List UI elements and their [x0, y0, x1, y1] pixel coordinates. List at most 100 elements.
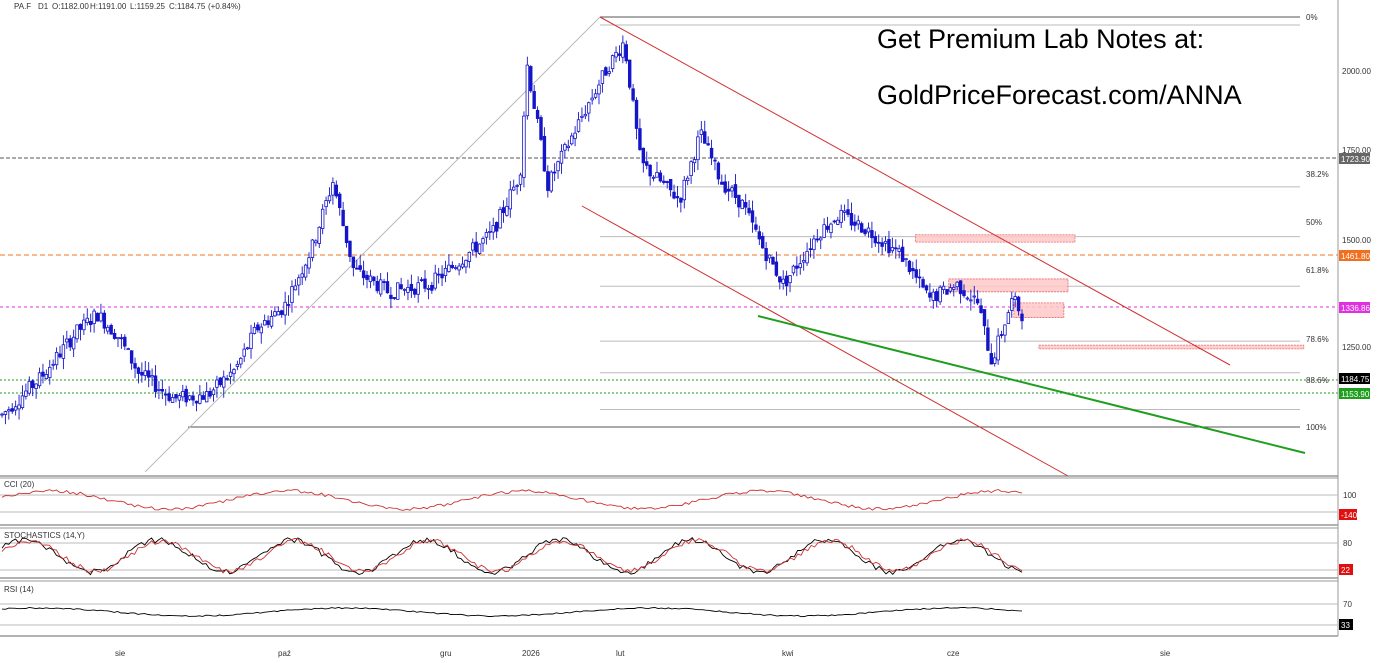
candle-bearish [679, 197, 683, 203]
cci-last-tag [1339, 509, 1357, 520]
promo-line-1: Get Premium Lab Notes at: [877, 24, 1205, 54]
candle-bullish [44, 374, 49, 380]
candle-bullish [682, 179, 686, 201]
candle-bullish [740, 199, 744, 210]
candle-bullish [805, 250, 809, 264]
candle-bullish [215, 379, 219, 388]
candle-bullish [518, 174, 523, 185]
candle-bearish [31, 380, 35, 389]
candle-bullish [71, 336, 76, 350]
candle-bullish [170, 397, 175, 403]
candle-bullish [576, 119, 581, 132]
candle-bearish [95, 312, 100, 322]
candle-bullish [464, 259, 468, 268]
candle-bearish [338, 193, 342, 209]
x-label-paz: paź [278, 649, 291, 658]
candle-bullish [512, 186, 516, 191]
candle-bearish [539, 117, 543, 140]
candle-bearish [808, 248, 813, 251]
support-trendline [757, 315, 1306, 454]
candle-bearish [672, 191, 676, 199]
stoch-last-value: 22 [1341, 566, 1350, 575]
candle-bullish [614, 51, 618, 58]
candle-bullish [583, 114, 588, 117]
rsi-line [1, 606, 1023, 618]
candle-bearish [136, 367, 141, 374]
candle-bullish [314, 240, 318, 244]
price-tags: 1723.90 1461.80 1336.86 1184.75 1153.90 [1339, 153, 1370, 399]
candle-bearish [999, 334, 1004, 336]
candle-bullish [767, 254, 772, 259]
candle-bullish [116, 336, 120, 340]
candle-bearish [907, 260, 912, 273]
candle-bearish [645, 161, 649, 166]
candle-bullish [211, 389, 216, 396]
candle-bearish [164, 393, 168, 396]
candle-bullish [460, 263, 465, 268]
tag-1461-text: 1461.80 [1341, 252, 1370, 261]
candle-bearish [385, 281, 390, 294]
candle-bullish [559, 150, 564, 164]
candle-bearish [989, 353, 993, 365]
candle-bearish [1020, 313, 1024, 322]
candle-bearish [911, 268, 915, 272]
candle-bearish [389, 294, 393, 299]
candle-bullish [7, 409, 11, 412]
candle-bearish [218, 377, 223, 386]
candle-bullish [593, 93, 598, 98]
candle-bearish [348, 240, 352, 257]
candle-bullish [621, 42, 625, 58]
candle-bearish [372, 276, 376, 282]
candle-bearish [825, 225, 830, 230]
candle-bullish [498, 209, 502, 229]
tag-1336 [1339, 302, 1370, 313]
x-label-sie-1: sie [115, 649, 126, 658]
candle-bearish [225, 378, 229, 380]
cci-label: CCI (20) [4, 480, 35, 489]
x-axis: sie paź gru 2026 lut kwi cze sie [115, 649, 1171, 658]
rsi-last-tag [1339, 619, 1353, 630]
candle-bearish [945, 289, 949, 295]
fib-88: 88.6% [1306, 376, 1329, 385]
candle-bearish [914, 269, 918, 278]
fib-61: 61.8% [1306, 266, 1329, 275]
tag-1184 [1339, 373, 1370, 384]
candle-bearish [795, 265, 799, 269]
tag-1336-text: 1336.86 [1341, 304, 1370, 313]
candle-bearish [344, 225, 349, 244]
candle-bearish [662, 180, 666, 183]
resistance-zone [915, 234, 1076, 243]
low-value: L:1159.25 [130, 2, 166, 11]
candle-bearish [641, 147, 646, 164]
candle-bearish [870, 230, 874, 239]
candle-bullish [607, 71, 611, 74]
candle-bearish [880, 242, 884, 247]
candle-bullish [955, 281, 959, 288]
candle-bullish [566, 145, 570, 149]
candle-bullish [822, 224, 826, 238]
fib-labels: 0% 38.2% 50% 61.8% 78.6% 88.6% 100% [1306, 13, 1329, 432]
candle-bullish [402, 288, 407, 291]
candle-bullish [580, 115, 584, 118]
candle-bearish [771, 256, 775, 265]
candle-bullish [941, 285, 946, 290]
candle-bearish [917, 276, 922, 279]
candle-bullish [689, 161, 693, 177]
price-pane [0, 16, 1338, 477]
candle-bearish [894, 247, 898, 250]
candle-bullish [228, 371, 233, 377]
candle-bearish [542, 135, 547, 172]
candle-bearish [501, 207, 506, 214]
open-value: O:1182.00 [52, 2, 89, 11]
candle-bearish [1016, 296, 1021, 312]
x-label-kwi: kwi [782, 649, 794, 658]
candle-bullish [27, 380, 31, 394]
candle-bearish [375, 281, 379, 292]
candle-bullish [48, 366, 52, 378]
candle-bullish [232, 369, 236, 375]
candle-bullish [34, 383, 38, 389]
candle-bearish [41, 371, 45, 377]
candle-bearish [631, 88, 635, 101]
resistance-zone [948, 278, 1069, 293]
candle-bullish [788, 275, 792, 284]
